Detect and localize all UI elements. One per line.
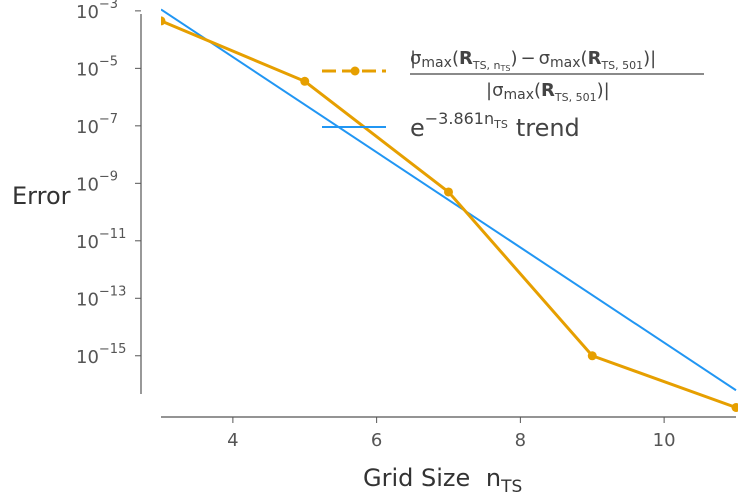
series-group [161,8,738,412]
y-tick-label: 10−13 [76,284,126,310]
legend: σmax(RTS, nTS) − σmax(RTS, 501)| | |σmax(R… [322,48,704,142]
x-tick-label: 6 [371,430,382,451]
trend-series-line [161,8,737,392]
y-tick-label: 10−15 [76,342,126,368]
error-data-point [587,351,597,361]
axes [140,14,736,418]
x-tick-label: 8 [515,430,526,451]
x-axis-label-var: n [486,464,501,492]
y-ticks: 10−3 10−5 10−7 10−9 10−11 10−13 10−15 [76,0,141,368]
y-axis-label: Error [12,182,71,210]
error-data-point [300,76,310,86]
x-axis-label-text: Grid Size [363,464,470,492]
legend-numerator-bar: | [410,48,416,69]
x-axis-label: Grid Size nTS [363,464,522,497]
y-tick-label: 10−9 [76,169,118,195]
legend-denominator: |σmax(RTS, 501)| [486,80,610,104]
legend-error-marker [350,66,360,76]
error-data-point [731,402,738,412]
y-tick-label: 10−11 [76,227,126,253]
x-tick-label: 4 [227,430,238,451]
legend-numerator: σmax(RTS, nTS) − σmax(RTS, 501)| [410,48,656,73]
x-axis-label-sub: TS [500,477,522,497]
y-tick-label: 10−5 [76,54,118,80]
legend-trend-label: e−3.861nTS trend [410,109,580,142]
x-ticks: 4 6 8 10 [227,417,676,451]
x-tick-label: 10 [653,430,676,451]
error-series-line [161,19,737,409]
y-tick-label: 10−7 [76,112,118,138]
error-data-point [444,187,453,197]
error-data-point [161,16,166,26]
y-tick-label: 10−3 [76,0,118,23]
